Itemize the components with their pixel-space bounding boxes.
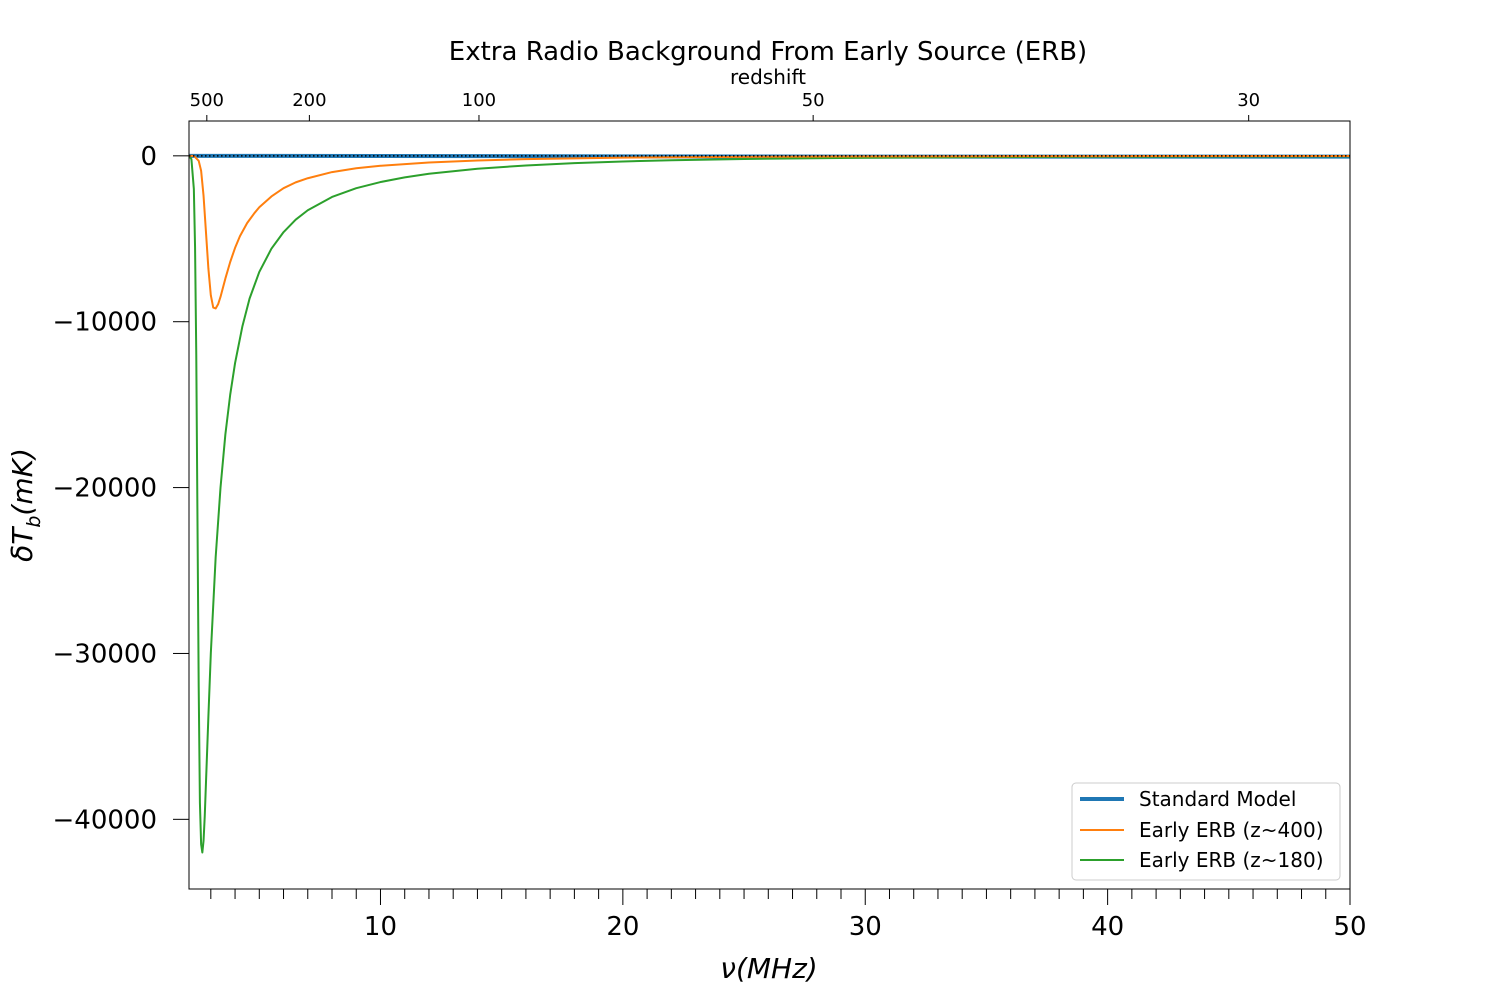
x-tick-label: 20 xyxy=(606,912,639,942)
redshift-tick-label: 500 xyxy=(190,90,224,111)
secondary-x-axis-label: redshift xyxy=(730,65,806,89)
redshift-tick-label: 30 xyxy=(1237,90,1260,111)
plot-frame xyxy=(188,120,1351,890)
y-axis-label: δTb(mK) xyxy=(6,448,45,562)
legend: Standard Model Early ERB (z~400) Early E… xyxy=(1071,782,1341,881)
x-axis-ticks: 10 20 30 40 50 xyxy=(210,889,1367,942)
y-tick-label: −30000 xyxy=(53,639,158,669)
x-axis-label: ν(MHz) xyxy=(720,952,817,985)
chart-title: Extra Radio Background From Early Source… xyxy=(449,37,1087,67)
legend-frame xyxy=(1071,782,1341,881)
x-tick-label: 30 xyxy=(849,912,882,942)
redshift-tick-label: 50 xyxy=(802,90,825,111)
y-axis-label-subscript: b xyxy=(23,516,45,528)
series-line-2 xyxy=(189,155,1350,854)
x-tick-label: 50 xyxy=(1333,912,1366,942)
y-tick-label: −40000 xyxy=(53,805,158,835)
y-axis-ticks: 0 −10000 −20000 −30000 −40000 xyxy=(53,142,189,835)
y-tick-label: −10000 xyxy=(53,308,158,338)
redshift-tick-label: 100 xyxy=(462,90,496,111)
y-axis-label-main: δT xyxy=(6,526,39,562)
secondary-x-axis-ticks: 500 200 100 50 30 xyxy=(190,90,1260,121)
legend-label-early-erb-180: Early ERB (z~180) xyxy=(1139,848,1324,872)
legend-label-early-erb-400: Early ERB (z~400) xyxy=(1139,818,1324,842)
y-tick-label: −20000 xyxy=(53,474,158,504)
series-layer xyxy=(189,153,1350,854)
legend-label-standard-model: Standard Model xyxy=(1139,787,1296,811)
y-tick-label: 0 xyxy=(140,142,157,172)
x-tick-label: 40 xyxy=(1091,912,1124,942)
plot-area xyxy=(188,120,1351,890)
x-tick-label: 10 xyxy=(364,912,397,942)
series-line-1 xyxy=(189,154,1350,310)
redshift-tick-label: 200 xyxy=(292,90,326,111)
y-axis-label-unit: (mK) xyxy=(6,448,39,515)
